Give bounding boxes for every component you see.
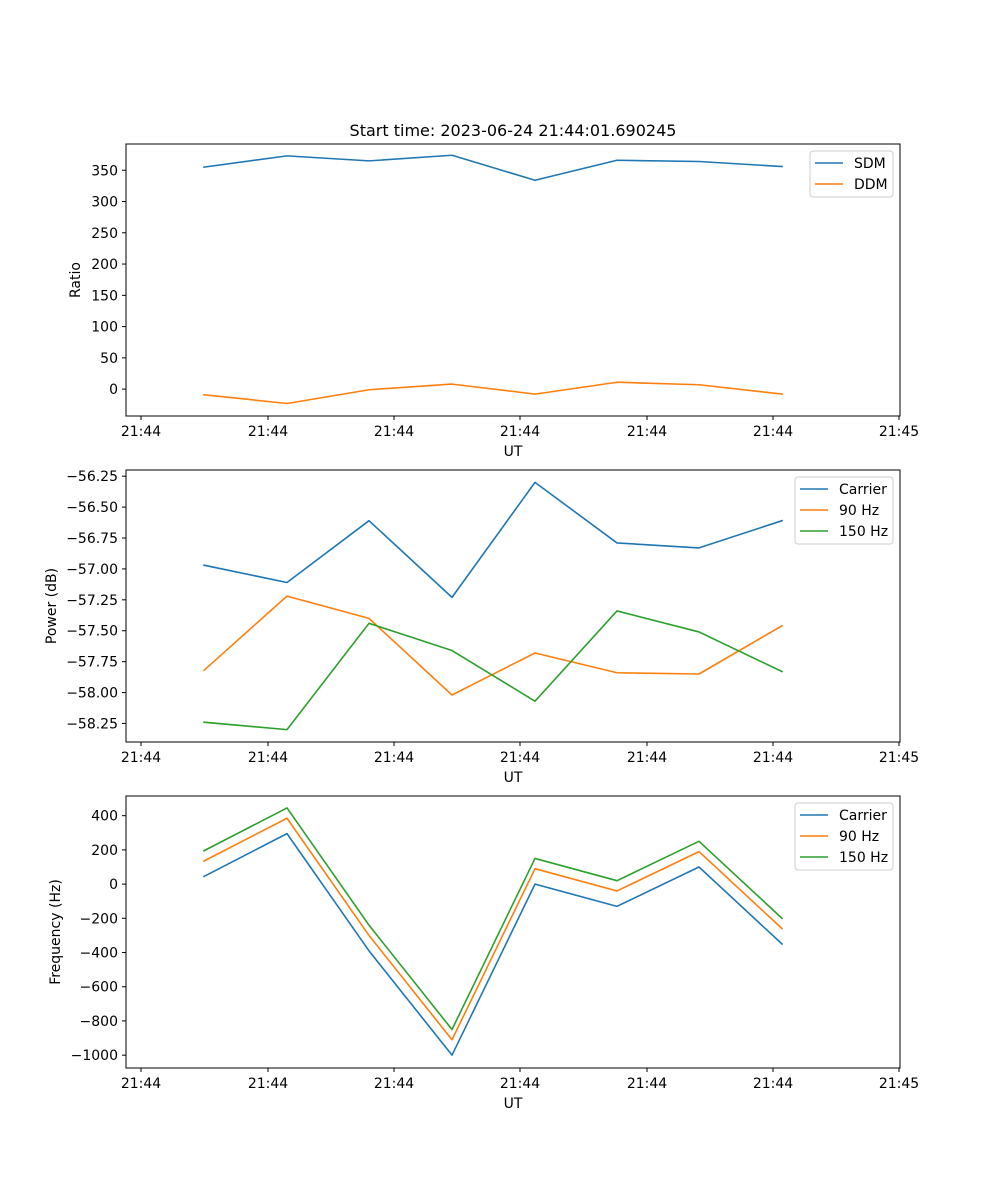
- axes-frame: [125, 143, 901, 417]
- y-tick-label: −58.00: [66, 686, 118, 702]
- y-tick-label: 50: [100, 351, 118, 367]
- series-line-ddm: [203, 381, 783, 405]
- legend-box: [794, 476, 894, 545]
- y-tick-label: 350: [91, 163, 118, 179]
- legend-box: [794, 802, 894, 871]
- x-tick-label: 21:44: [248, 750, 288, 766]
- legend-label: SDM: [854, 156, 886, 172]
- axes-frame: [125, 469, 901, 743]
- legend-label: 90 Hz: [839, 829, 879, 845]
- y-tick-label: −57.50: [66, 624, 118, 640]
- x-tick-label: 21:44: [500, 424, 540, 440]
- x-tick-label: 21:44: [500, 1076, 540, 1092]
- x-tick-label: 21:44: [753, 750, 793, 766]
- x-tick-label: 21:44: [121, 424, 161, 440]
- y-axis-label: Ratio: [68, 262, 84, 298]
- y-tick-label: 200: [91, 843, 118, 859]
- series-line-150-hz: [202, 807, 784, 1031]
- x-tick-label: 21:44: [374, 424, 414, 440]
- y-tick-label: −56.50: [66, 500, 118, 516]
- x-tick-label: 21:44: [374, 750, 414, 766]
- series-line-sdm: [203, 154, 783, 182]
- y-tick-label: −56.25: [66, 469, 118, 485]
- y-tick-label: −800: [80, 1014, 118, 1030]
- legend: SDM DDM: [809, 150, 894, 198]
- x-axis-label: UT: [504, 770, 523, 786]
- x-tick-label: 21:44: [753, 424, 793, 440]
- subplot-2: 21:44 21:44 21:44 21:44 21:44 21:44 21:45 −58.2…: [44, 469, 919, 786]
- x-tick-label: 21:44: [627, 424, 667, 440]
- x-tick-label: 21:44: [753, 1076, 793, 1092]
- x-tick-label: 21:44: [500, 750, 540, 766]
- y-tick-label: 200: [91, 257, 118, 273]
- series-line-90-hz: [202, 817, 784, 1041]
- y-axis-label: Frequency (Hz): [48, 879, 64, 985]
- legend-label: 150 Hz: [839, 850, 888, 866]
- series-line-carrier: [203, 481, 784, 599]
- series-line-150-hz: [203, 610, 784, 731]
- legend-label: 150 Hz: [839, 524, 888, 540]
- y-tick-label: −57.75: [66, 655, 118, 671]
- x-tick-label: 21:44: [627, 750, 667, 766]
- x-tick-label: 21:44: [121, 1076, 161, 1092]
- x-tick-label: 21:44: [248, 1076, 288, 1092]
- subplot-3: 21:44 21:44 21:44 21:44 21:44 21:44 21:45 −1000…: [48, 795, 919, 1112]
- x-tick-label: 21:45: [879, 1076, 919, 1092]
- x-tick-label: 21:44: [627, 1076, 667, 1092]
- legend-label: DDM: [854, 177, 888, 193]
- y-axis-label: Power (dB): [44, 568, 60, 644]
- y-tick-label: −400: [80, 946, 118, 962]
- legend: Carrier 90 Hz 150 Hz: [794, 802, 894, 871]
- figure-title: Start time: 2023-06-24 21:44:01.690245: [350, 121, 677, 140]
- series-line-carrier: [202, 832, 784, 1056]
- y-tick-label: −1000: [71, 1048, 118, 1064]
- x-tick-label: 21:44: [248, 424, 288, 440]
- x-axis-label: UT: [504, 444, 523, 460]
- y-tick-label: 0: [109, 877, 118, 893]
- y-tick-label: 400: [91, 809, 118, 825]
- y-tick-label: −600: [80, 980, 118, 996]
- legend-label: Carrier: [839, 808, 887, 824]
- y-tick-label: 250: [91, 226, 118, 242]
- y-tick-label: 0: [109, 382, 118, 398]
- y-tick-label: −58.25: [66, 716, 118, 732]
- y-tick-label: −57.00: [66, 562, 118, 578]
- axes-frame: [125, 795, 901, 1069]
- legend-label: 90 Hz: [839, 503, 879, 519]
- y-tick-label: 150: [91, 288, 118, 304]
- x-tick-label: 21:44: [121, 750, 161, 766]
- legend: Carrier 90 Hz 150 Hz: [794, 476, 894, 545]
- y-tick-label: 300: [91, 195, 118, 211]
- y-tick-label: −56.75: [66, 531, 118, 547]
- y-tick-label: 100: [91, 320, 118, 336]
- x-tick-label: 21:45: [879, 424, 919, 440]
- y-tick-label: −200: [80, 911, 118, 927]
- x-tick-label: 21:45: [879, 750, 919, 766]
- series-line-90-hz: [202, 595, 784, 696]
- subplot-1: 21:44 21:44 21:44 21:44 21:44 21:44 21:45 0 50 10…: [68, 143, 919, 460]
- x-axis-label: UT: [504, 1096, 523, 1112]
- y-tick-label: −57.25: [66, 593, 118, 609]
- legend-label: Carrier: [839, 482, 887, 498]
- x-tick-label: 21:44: [374, 1076, 414, 1092]
